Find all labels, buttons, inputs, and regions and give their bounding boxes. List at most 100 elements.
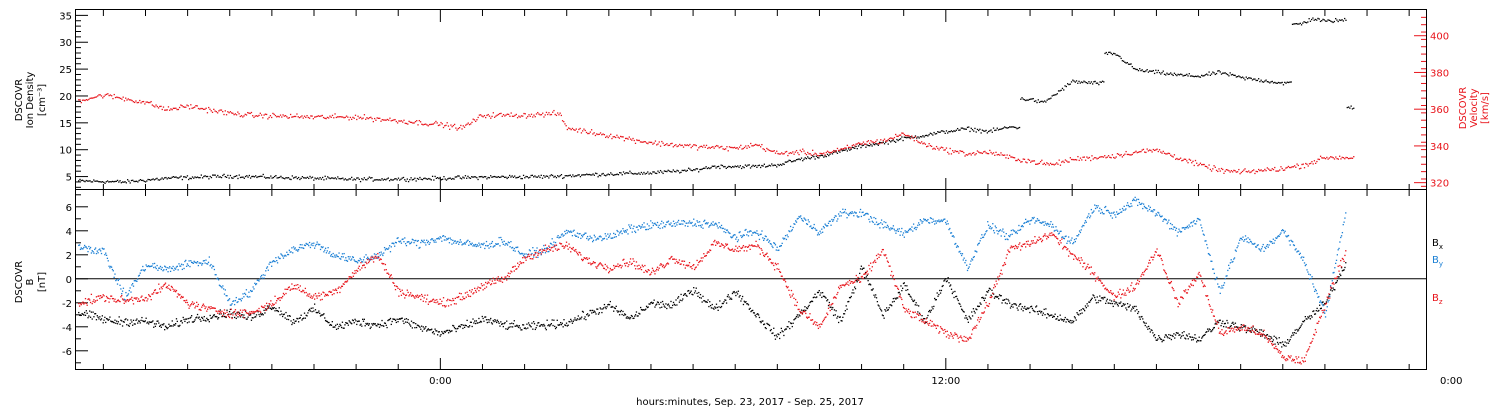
data-point	[1319, 159, 1320, 160]
data-point	[1300, 327, 1301, 328]
data-point	[1204, 334, 1205, 335]
data-point	[1044, 225, 1045, 226]
data-point	[573, 319, 574, 320]
data-point	[836, 150, 837, 151]
data-point	[1260, 169, 1261, 170]
data-point	[842, 150, 843, 151]
data-point	[519, 325, 520, 326]
data-point	[259, 176, 260, 177]
data-point	[838, 213, 839, 214]
velocity-axis-title-line3: [km/s]	[1480, 92, 1491, 124]
data-point	[676, 170, 677, 171]
data-point	[670, 222, 671, 223]
data-point	[1246, 76, 1247, 77]
data-point	[434, 329, 435, 330]
data-point	[1138, 70, 1139, 71]
data-point	[397, 319, 398, 320]
data-point	[484, 176, 485, 177]
data-point	[473, 244, 474, 245]
data-point	[808, 221, 809, 222]
data-point	[1153, 335, 1154, 336]
data-point	[132, 283, 133, 284]
data-point	[1199, 337, 1200, 338]
data-point	[172, 266, 173, 267]
data-point	[1217, 70, 1218, 71]
data-point	[1200, 163, 1201, 164]
data-point	[158, 107, 159, 108]
data-point	[128, 293, 129, 294]
data-point	[439, 124, 440, 125]
data-point	[1173, 156, 1174, 157]
data-point	[601, 240, 602, 241]
data-point	[910, 138, 911, 139]
data-point	[948, 282, 949, 283]
field-tick-label: 0	[66, 275, 72, 286]
data-point	[847, 145, 848, 146]
data-point	[489, 319, 490, 320]
data-point	[468, 326, 469, 327]
data-point	[884, 226, 885, 227]
data-point	[841, 215, 842, 216]
data-point	[312, 177, 313, 178]
data-point	[137, 181, 138, 182]
data-point	[704, 168, 705, 169]
data-point	[1337, 280, 1338, 281]
data-point	[946, 130, 947, 131]
data-point	[479, 244, 480, 245]
data-point	[1089, 302, 1090, 303]
data-point	[378, 118, 379, 119]
data-point	[581, 235, 582, 236]
data-point	[247, 176, 248, 177]
data-point	[962, 253, 963, 254]
data-point	[842, 209, 843, 210]
data-point	[456, 331, 457, 332]
data-point	[740, 165, 741, 166]
data-point	[782, 163, 783, 164]
data-point	[560, 175, 561, 176]
data-point	[1226, 169, 1227, 170]
data-point	[994, 298, 995, 299]
data-point	[1087, 216, 1088, 217]
data-point	[1272, 341, 1273, 342]
data-point	[576, 236, 577, 237]
data-point	[1302, 22, 1303, 23]
data-point	[1188, 333, 1189, 334]
data-point	[806, 154, 807, 155]
data-point	[216, 176, 217, 177]
data-point	[919, 137, 920, 138]
data-point	[1264, 80, 1265, 81]
data-point	[474, 320, 475, 321]
data-point	[92, 318, 93, 319]
data-point	[311, 177, 312, 178]
data-point	[1267, 334, 1268, 335]
data-point	[854, 148, 855, 149]
data-point	[883, 221, 884, 222]
data-point	[1145, 70, 1146, 71]
data-point	[1080, 313, 1081, 314]
data-point	[605, 175, 606, 176]
data-point	[101, 181, 102, 182]
data-point	[159, 179, 160, 180]
data-point	[407, 319, 408, 320]
data-point	[850, 149, 851, 150]
data-point	[906, 137, 907, 138]
data-point	[133, 320, 134, 321]
data-point	[402, 320, 403, 321]
data-point	[932, 308, 933, 309]
data-point	[668, 170, 669, 171]
data-point	[639, 313, 640, 314]
data-point	[969, 153, 970, 154]
data-point	[760, 234, 761, 235]
data-point	[222, 175, 223, 176]
data-point	[875, 143, 876, 144]
data-point	[192, 176, 193, 177]
data-point	[834, 309, 835, 310]
data-point	[511, 323, 512, 324]
data-point	[1340, 158, 1341, 159]
data-point	[123, 182, 124, 183]
data-point	[506, 178, 507, 179]
data-point	[1000, 129, 1001, 130]
data-point	[947, 280, 948, 281]
data-point	[472, 318, 473, 319]
data-point	[842, 317, 843, 318]
